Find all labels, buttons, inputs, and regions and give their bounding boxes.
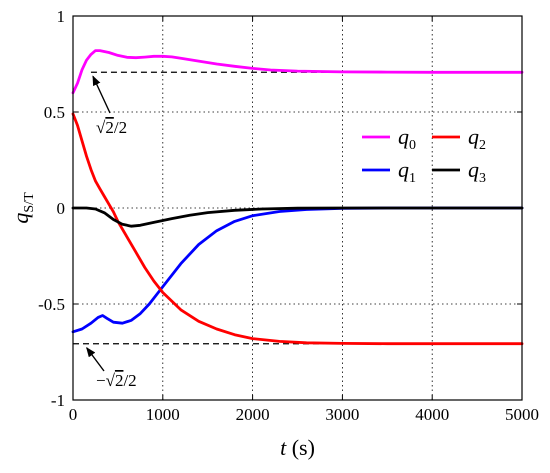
x-tick-label: 4000: [415, 405, 449, 424]
legend-subscript: 3: [479, 171, 486, 186]
series-line-q1: [71, 206, 524, 334]
legend-subscript: 2: [479, 138, 486, 153]
annotation-label: √2/2: [96, 118, 127, 137]
y-axis-var: q: [8, 213, 33, 224]
y-tick-label: 1: [57, 7, 66, 26]
y-tick-label: -1: [51, 391, 65, 410]
annotation-radicand: 2: [105, 118, 114, 137]
x-tick-label: 0: [69, 405, 78, 424]
x-tick-label: 5000: [505, 405, 539, 424]
legend-label-q3: q3: [468, 157, 486, 186]
axis-labels: t (s) qS/T: [8, 192, 315, 460]
legend-var: q: [398, 124, 409, 149]
y-axis-subscript: S/T: [22, 192, 37, 213]
y-tick-label: -0.5: [38, 295, 65, 314]
annotation-arrow: [86, 346, 105, 372]
x-axis-var: t: [280, 435, 287, 460]
annotations: √2/2−√2/2: [86, 75, 137, 390]
x-tick-label: 1000: [146, 405, 180, 424]
x-axis-unit: (s): [286, 435, 315, 460]
annotation-radical-sign: √: [106, 371, 116, 390]
x-tick-label: 3000: [325, 405, 359, 424]
legend-subscript: 1: [409, 171, 416, 186]
legend-label-q2: q2: [468, 124, 486, 153]
y-tick-label: 0: [57, 199, 66, 218]
x-tick-label: 2000: [236, 405, 270, 424]
legend-var: q: [468, 157, 479, 182]
annotation-label: −√2/2: [96, 371, 137, 390]
ticks: 0 1000 2000 3000 4000 5000 -1 -0.5 0 0.5 1: [38, 7, 539, 424]
legend-label-q1: q1: [398, 157, 416, 186]
y-tick-label: 0.5: [44, 103, 65, 122]
annotation-arrow: [92, 75, 111, 114]
series-layer: [71, 49, 524, 346]
series-line-q2: [71, 112, 524, 346]
legend-var: q: [468, 124, 479, 149]
legend-label-q0: q0: [398, 124, 416, 153]
legend-subscript: 0: [409, 138, 416, 153]
annotation-radicand: 2: [115, 371, 124, 390]
legend-var: q: [398, 157, 409, 182]
annotation-suffix: /2: [114, 118, 127, 137]
annotation-sign: −: [96, 371, 106, 390]
annotation-suffix: /2: [123, 371, 136, 390]
series-line-q3: [71, 206, 524, 228]
x-axis-label: t (s): [280, 435, 315, 460]
series-line-q0: [71, 49, 524, 95]
y-axis-label: qS/T: [8, 192, 37, 224]
annotation-radical-sign: √: [96, 118, 106, 137]
